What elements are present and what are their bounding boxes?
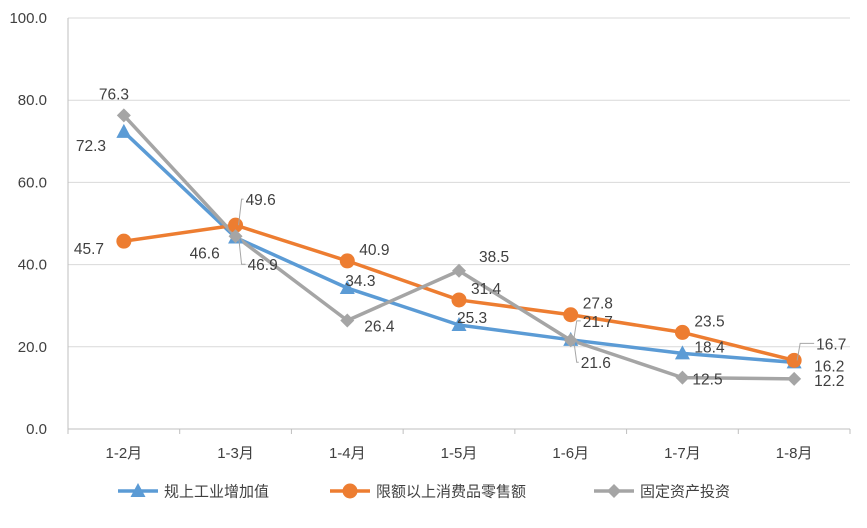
- y-tick-label: 80.0: [18, 92, 47, 109]
- data-point: [674, 345, 690, 360]
- data-label: 16.7: [816, 336, 846, 353]
- data-label: 23.5: [694, 313, 724, 330]
- x-tick-label: 1-2月: [106, 445, 143, 462]
- data-point: [675, 370, 690, 385]
- y-tick-label: 20.0: [18, 339, 47, 356]
- y-tick-label: 40.0: [18, 257, 47, 274]
- leader-line: [573, 340, 579, 363]
- data-point: [563, 307, 579, 323]
- y-tick-label: 0.0: [26, 421, 47, 438]
- data-label: 49.6: [246, 192, 276, 209]
- data-label: 21.6: [581, 355, 611, 372]
- data-label: 46.6: [190, 245, 220, 262]
- x-tick-label: 1-3月: [217, 445, 254, 462]
- data-point: [116, 123, 132, 138]
- data-label: 21.7: [583, 314, 613, 331]
- legend-marker: [607, 484, 621, 498]
- leader-line: [238, 236, 246, 265]
- data-point: [116, 108, 131, 123]
- data-point: [674, 324, 690, 340]
- data-label: 76.3: [99, 86, 129, 103]
- data-label: 45.7: [74, 241, 104, 258]
- legend-marker: [342, 483, 358, 499]
- legend-label: 固定资产投资: [640, 484, 730, 501]
- data-label: 16.2: [814, 358, 844, 375]
- data-point: [116, 233, 132, 249]
- x-tick-label: 1-6月: [552, 445, 589, 462]
- data-label: 38.5: [479, 249, 509, 266]
- data-point: [339, 280, 355, 295]
- data-point: [452, 263, 466, 278]
- data-label: 25.3: [457, 310, 487, 327]
- data-point: [340, 313, 355, 328]
- leader-line: [238, 198, 244, 226]
- data-label: 27.8: [583, 296, 613, 313]
- data-label: 12.2: [814, 373, 844, 390]
- x-tick-label: 1-4月: [329, 445, 366, 462]
- x-tick-label: 1-8月: [776, 445, 813, 462]
- data-label: 40.9: [359, 242, 389, 259]
- data-label: 26.4: [364, 318, 395, 335]
- data-label: 31.4: [471, 281, 502, 298]
- y-tick-label: 60.0: [18, 174, 47, 191]
- data-label: 46.9: [248, 257, 278, 274]
- data-point: [339, 253, 355, 269]
- leader-line: [573, 320, 581, 340]
- legend-label: 限额以上消费品零售额: [376, 484, 526, 501]
- data-point: [451, 317, 467, 332]
- x-tick-label: 1-7月: [664, 445, 701, 462]
- legend-label: 规上工业增加值: [164, 484, 269, 501]
- y-tick-label: 100.0: [9, 10, 47, 27]
- data-label: 18.4: [694, 339, 725, 356]
- data-label: 34.3: [345, 273, 375, 290]
- data-point: [451, 292, 467, 308]
- x-tick-label: 1-5月: [441, 445, 478, 462]
- data-label: 72.3: [76, 138, 106, 155]
- data-label: 12.5: [692, 372, 722, 389]
- legend-marker: [130, 483, 146, 497]
- leader-line: [796, 342, 815, 361]
- data-point: [787, 371, 802, 386]
- data-point: [786, 352, 802, 368]
